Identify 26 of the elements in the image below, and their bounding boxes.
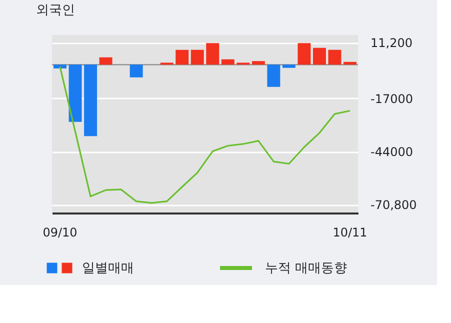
bar: [282, 64, 296, 68]
bar: [252, 61, 265, 65]
bar: [190, 50, 204, 65]
x-tick-label: 09/10: [42, 226, 78, 240]
bar: [312, 48, 326, 65]
chart-title: 외국인: [36, 3, 76, 18]
bar: [267, 64, 280, 87]
y-tick-label: -70,800: [370, 198, 417, 212]
bar: [99, 57, 112, 65]
line-series: [59, 66, 351, 204]
bar: [54, 64, 66, 68]
bar: [130, 64, 143, 78]
bar: [206, 43, 220, 65]
bar: [221, 59, 234, 65]
bar: [344, 62, 356, 65]
x-tick-label: 10/11: [332, 226, 368, 240]
bar: [328, 50, 342, 65]
y-tick-label: -17000: [370, 92, 414, 106]
legend-label: 일별매매: [82, 261, 134, 276]
y-tick-label: -44000: [370, 145, 414, 160]
y-tick-label: 11,200: [370, 36, 412, 50]
bar: [176, 50, 189, 65]
bar: [84, 64, 98, 136]
bar: [298, 43, 311, 65]
legend-label: 누적 매매동향: [265, 261, 348, 276]
bar: [68, 64, 82, 122]
